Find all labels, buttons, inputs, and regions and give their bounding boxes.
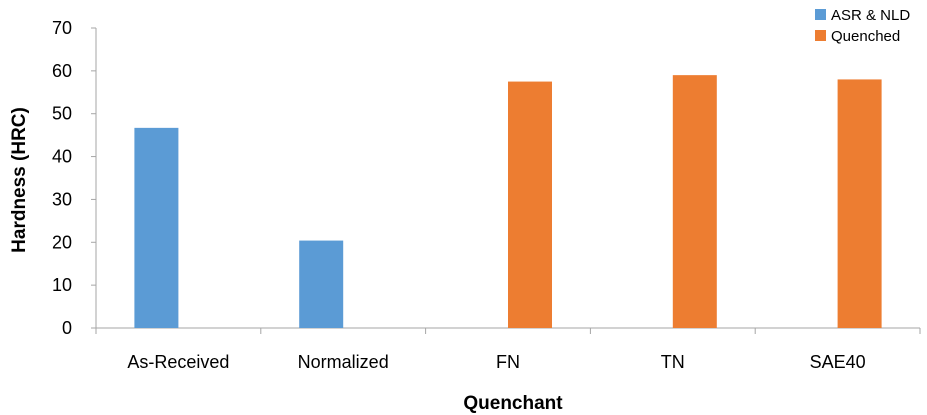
bar-sae40 — [837, 79, 882, 328]
legend-label: Quenched — [831, 28, 900, 45]
bar-as-received — [134, 127, 179, 328]
bar-tn — [672, 75, 717, 329]
y-tick-label: 10 — [52, 275, 72, 295]
bar-fn — [508, 81, 552, 328]
bar-normalized — [299, 240, 344, 328]
legend-label: ASR & NLD — [831, 7, 910, 24]
x-tick-label: Normalized — [298, 352, 389, 372]
bars — [134, 75, 882, 329]
x-axis-title: Quenchant — [463, 393, 563, 414]
y-axis: 0 10 20 30 40 50 60 70 — [52, 18, 97, 338]
x-tick-label: FN — [496, 352, 520, 372]
y-tick-label: 50 — [52, 104, 72, 124]
legend-swatch — [815, 30, 826, 41]
y-tick-label: 30 — [52, 189, 72, 209]
y-axis-title: Hardness (HRC) — [9, 107, 30, 253]
y-tick-label: 70 — [52, 18, 72, 38]
x-tick-label: As-Received — [127, 352, 229, 372]
legend: ASR & NLD Quenched — [815, 7, 910, 45]
y-tick-label: 0 — [62, 318, 72, 338]
y-tick-label: 60 — [52, 61, 72, 81]
y-tick-label: 40 — [52, 147, 72, 167]
x-axis: As-Received Normalized FN TN SAE40 — [95, 327, 921, 372]
x-tick-label: SAE40 — [810, 352, 866, 372]
x-tick-label: TN — [661, 352, 685, 372]
y-tick-label: 20 — [52, 232, 72, 252]
legend-swatch — [815, 9, 826, 20]
